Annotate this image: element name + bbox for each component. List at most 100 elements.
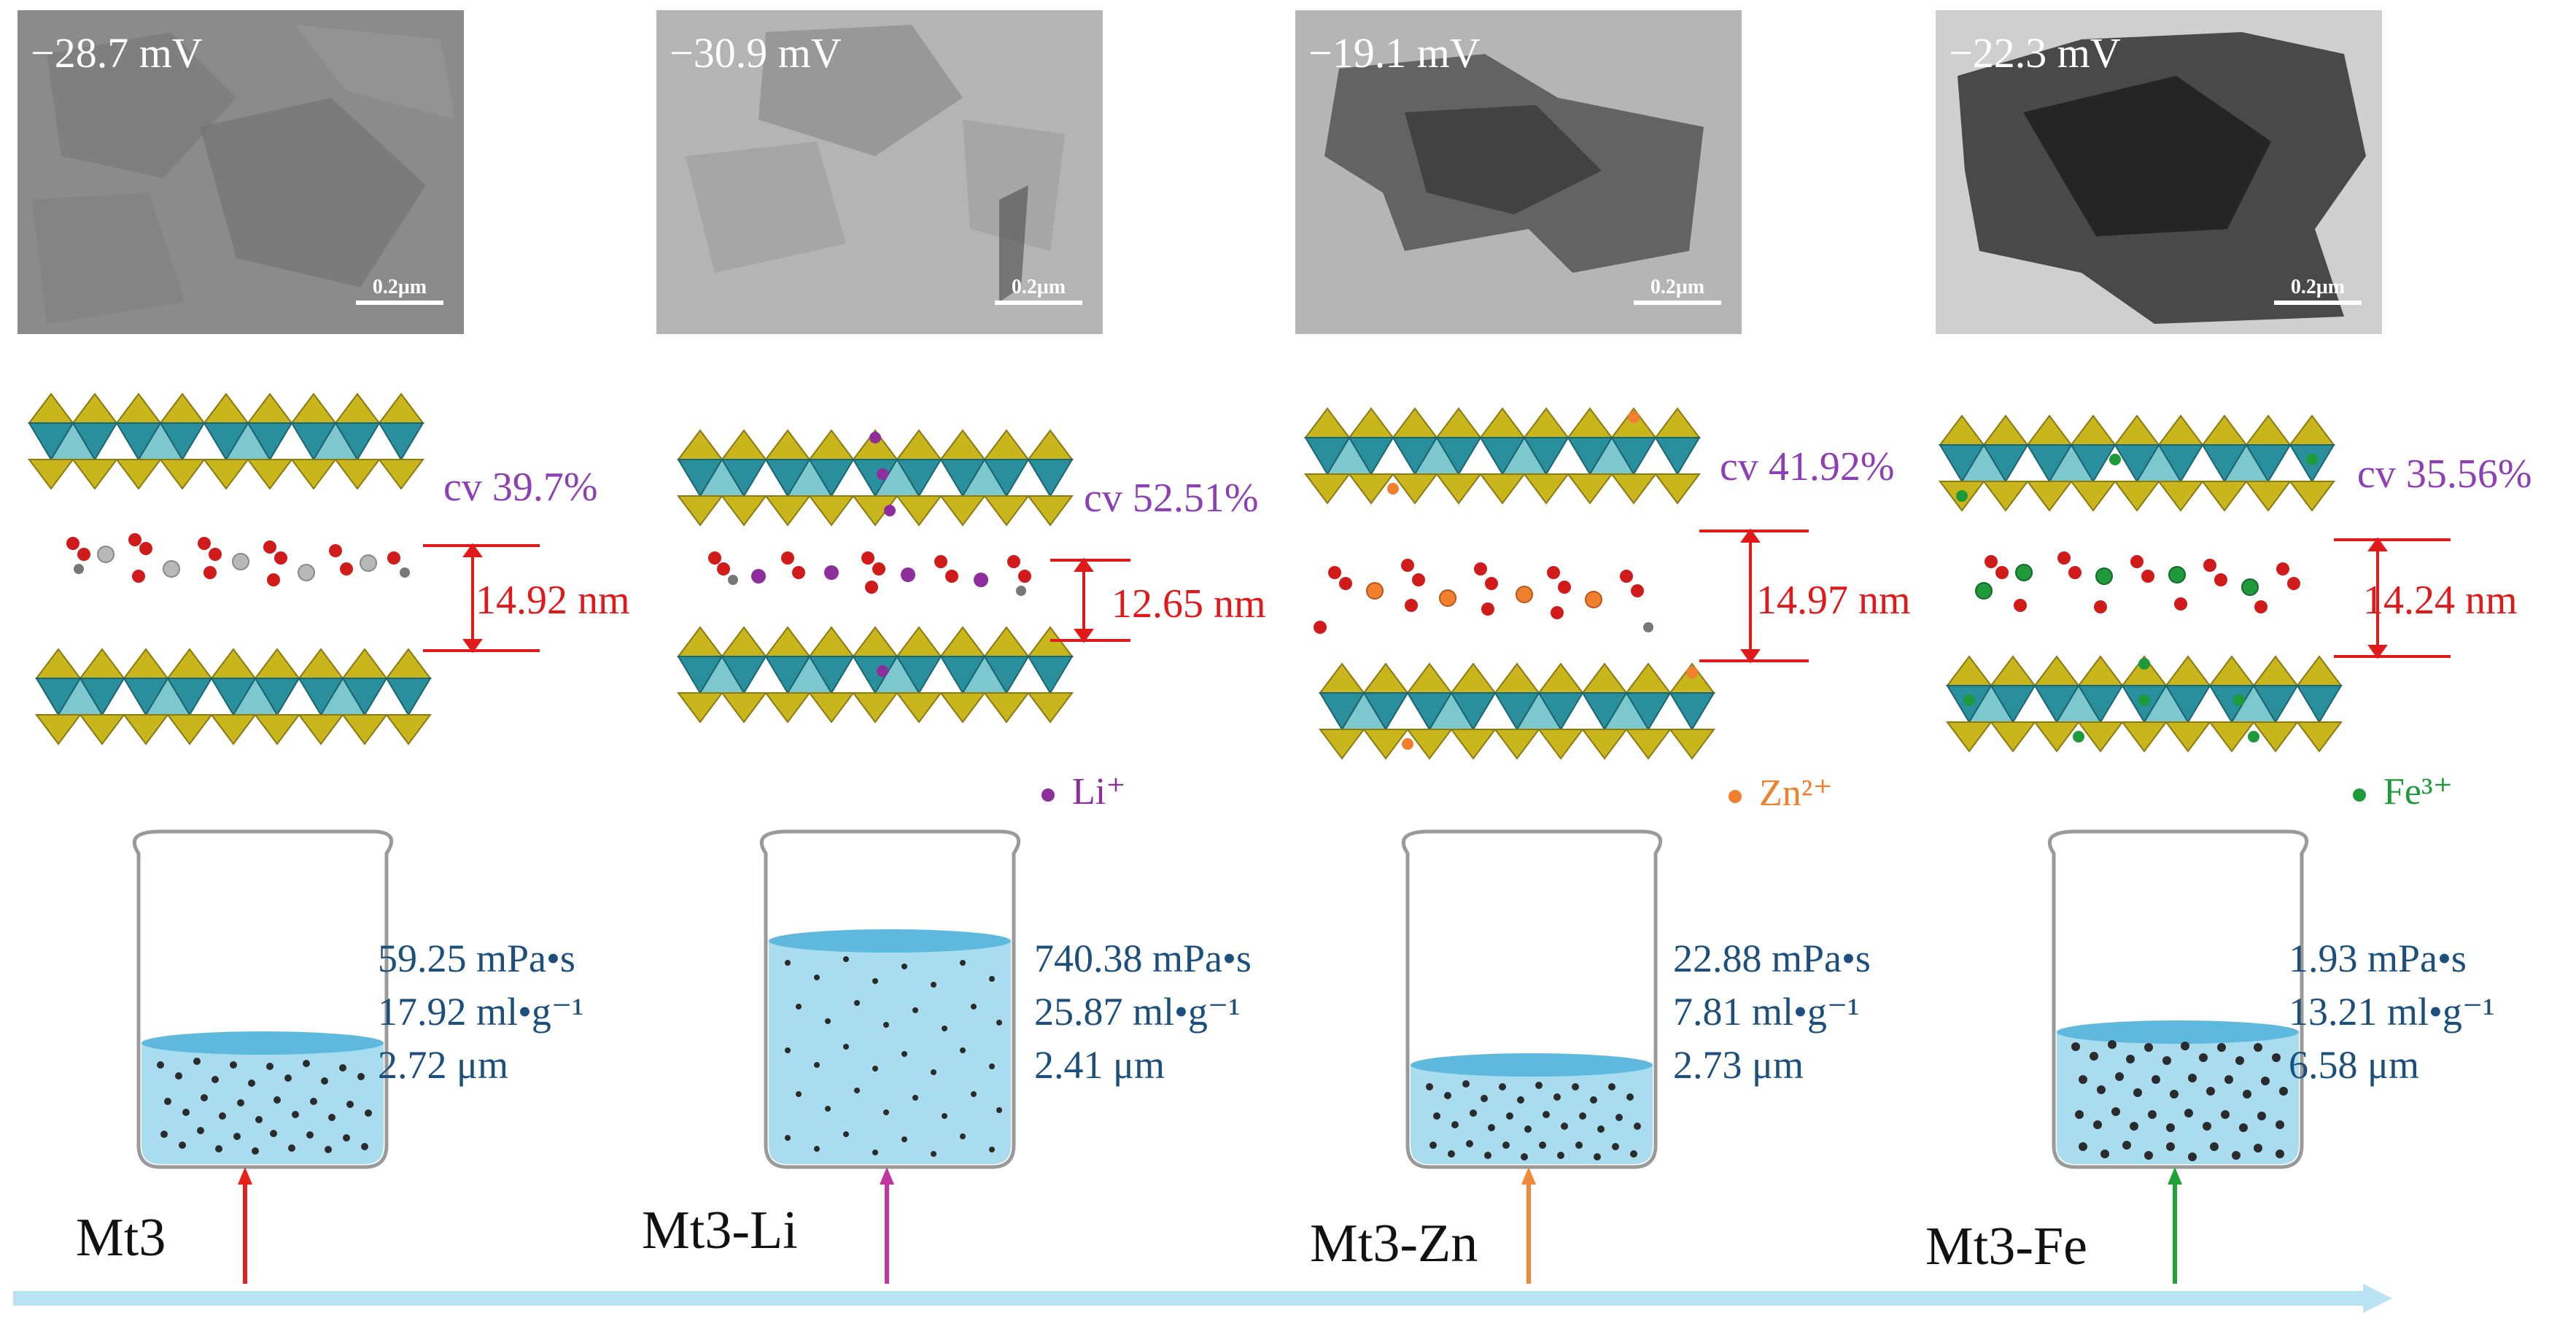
spacing-marker	[423, 543, 540, 654]
beaker	[759, 829, 1021, 1169]
sample-label: Mt3-Li	[642, 1201, 798, 1260]
properties: 1.93 mPa•s 13.21 ml•g⁻¹ 6.58 μm	[2289, 932, 2495, 1092]
interlayer-cations	[1366, 582, 1602, 608]
ion-dot	[1729, 790, 1742, 804]
scale-bar: 0.2μm	[2274, 277, 2362, 305]
spacing-marker	[1699, 528, 1809, 664]
interlayer-cations	[97, 546, 377, 581]
panel-mt3-zn: −19.1 mV 0.2μm	[1284, 0, 1911, 1337]
cv-value: cv 35.56%	[2357, 452, 2532, 497]
interlayer-water	[708, 551, 1031, 596]
liquid-surface	[1411, 1053, 1653, 1077]
particles	[1426, 1080, 1641, 1160]
upper-layer	[677, 429, 1074, 527]
zeta-potential: −30.9 mV	[670, 29, 842, 77]
properties: 22.88 mPa•s 7.81 ml•g⁻¹ 2.73 μm	[1673, 932, 1871, 1092]
clay-structure	[1304, 407, 1809, 760]
sequence-axis-arrow	[13, 1284, 2392, 1313]
liquid	[2057, 1032, 2299, 1164]
beaker	[2047, 829, 2309, 1169]
tem-image: −19.1 mV 0.2μm	[1295, 10, 1742, 334]
interlayer-water	[66, 533, 410, 586]
upper-layer	[1304, 407, 1701, 505]
ion-legend: Fe³⁺	[2353, 773, 2453, 811]
viscosity: 59.25 mPa•s	[378, 937, 575, 980]
zeta-potential: −19.1 mV	[1308, 29, 1481, 77]
tem-image: −30.9 mV 0.2μm	[656, 10, 1103, 334]
clay-structure	[677, 429, 1130, 724]
scale-line	[2274, 301, 2362, 305]
upper-layer	[28, 392, 424, 490]
up-arrow	[238, 1167, 252, 1284]
specific-volume: 25.87 ml•g⁻¹	[1034, 989, 1241, 1034]
cv-value: cv 39.7%	[443, 465, 598, 510]
up-arrow	[2168, 1167, 2182, 1284]
viscosity: 740.38 mPa•s	[1034, 937, 1252, 980]
ion-label: Zn²⁺	[1759, 772, 1833, 814]
interlayer-water	[1985, 551, 2300, 613]
ion-legend: Li⁺	[1041, 773, 1126, 811]
particle-size: 2.72 μm	[378, 1042, 508, 1087]
ion-label: Fe³⁺	[2383, 771, 2453, 813]
tem-micrograph	[1295, 10, 1742, 334]
particles	[157, 1058, 372, 1155]
particle-size: 2.73 μm	[1673, 1042, 1804, 1087]
sample-label: Mt3-Fe	[1925, 1217, 2087, 1276]
beaker	[132, 829, 394, 1169]
zeta-potential: −22.3 mV	[1949, 29, 2121, 77]
particles	[785, 956, 1002, 1157]
scale-bar: 0.2μm	[995, 277, 1082, 305]
panel-mt3-li: −30.9 mV 0.2μm	[642, 0, 1266, 1337]
lower-layer	[35, 648, 432, 745]
up-arrow	[880, 1167, 894, 1284]
sample-label: Mt3-Zn	[1310, 1214, 1478, 1274]
ion-legend: Zn²⁺	[1729, 775, 1833, 813]
clay-structure	[28, 392, 540, 745]
liquid	[769, 941, 1011, 1164]
specific-volume: 17.92 ml•g⁻¹	[378, 989, 584, 1034]
properties: 59.25 mPa•s 17.92 ml•g⁻¹ 2.72 μm	[378, 932, 584, 1092]
up-arrow	[1521, 1167, 1536, 1284]
liquid	[1411, 1065, 1653, 1164]
properties: 740.38 mPa•s 25.87 ml•g⁻¹ 2.41 μm	[1034, 932, 1252, 1092]
ion-dot	[2353, 788, 2366, 802]
lower-layer	[1319, 662, 1715, 760]
interlayer-spacing: 14.97 nm	[1756, 578, 1911, 623]
beaker	[1401, 829, 1663, 1169]
tem-image: −28.7 mV 0.2μm	[18, 10, 464, 334]
particle-size: 2.41 μm	[1034, 1042, 1165, 1087]
viscosity: 1.93 mPa•s	[2289, 937, 2467, 980]
interlayer-spacing: 14.92 nm	[476, 578, 630, 623]
liquid-surface	[141, 1031, 384, 1055]
specific-volume: 13.21 ml•g⁻¹	[2289, 989, 2495, 1034]
interlayer-water	[1314, 559, 1653, 634]
scale-bar: 0.2μm	[356, 277, 443, 305]
ion-dot	[1041, 788, 1055, 802]
particles	[2071, 1040, 2288, 1161]
panel-mt3: −28.7 mV 0.2μm	[0, 0, 630, 1337]
scale-line	[356, 301, 443, 305]
lower-layer	[1946, 655, 2343, 753]
spacing-marker	[2334, 537, 2451, 659]
zeta-potential: −28.7 mV	[31, 29, 203, 77]
scale-label: 0.2μm	[2290, 276, 2346, 298]
liquid-surface	[2057, 1020, 2299, 1044]
tem-micrograph	[1936, 10, 2382, 334]
viscosity: 22.88 mPa•s	[1673, 937, 1871, 980]
lower-layer	[677, 626, 1074, 724]
interlayer-cations	[1975, 564, 2259, 600]
scale-label: 0.2μm	[372, 276, 427, 298]
scale-line	[995, 301, 1082, 305]
sample-label: Mt3	[76, 1208, 166, 1268]
scale-label: 0.2μm	[1011, 276, 1066, 298]
tem-image: −22.3 mV 0.2μm	[1936, 10, 2382, 334]
particle-size: 6.58 μm	[2289, 1042, 2419, 1087]
interlayer-spacing: 14.24 nm	[2363, 578, 2518, 623]
cv-value: cv 52.51%	[1084, 476, 1259, 521]
cv-value: cv 41.92%	[1720, 444, 1895, 489]
ion-label: Li⁺	[1072, 771, 1126, 813]
liquid-surface	[769, 929, 1011, 953]
interlayer-cations	[751, 565, 988, 587]
specific-volume: 7.81 ml•g⁻¹	[1673, 989, 1860, 1034]
clay-structure	[1939, 414, 2451, 753]
